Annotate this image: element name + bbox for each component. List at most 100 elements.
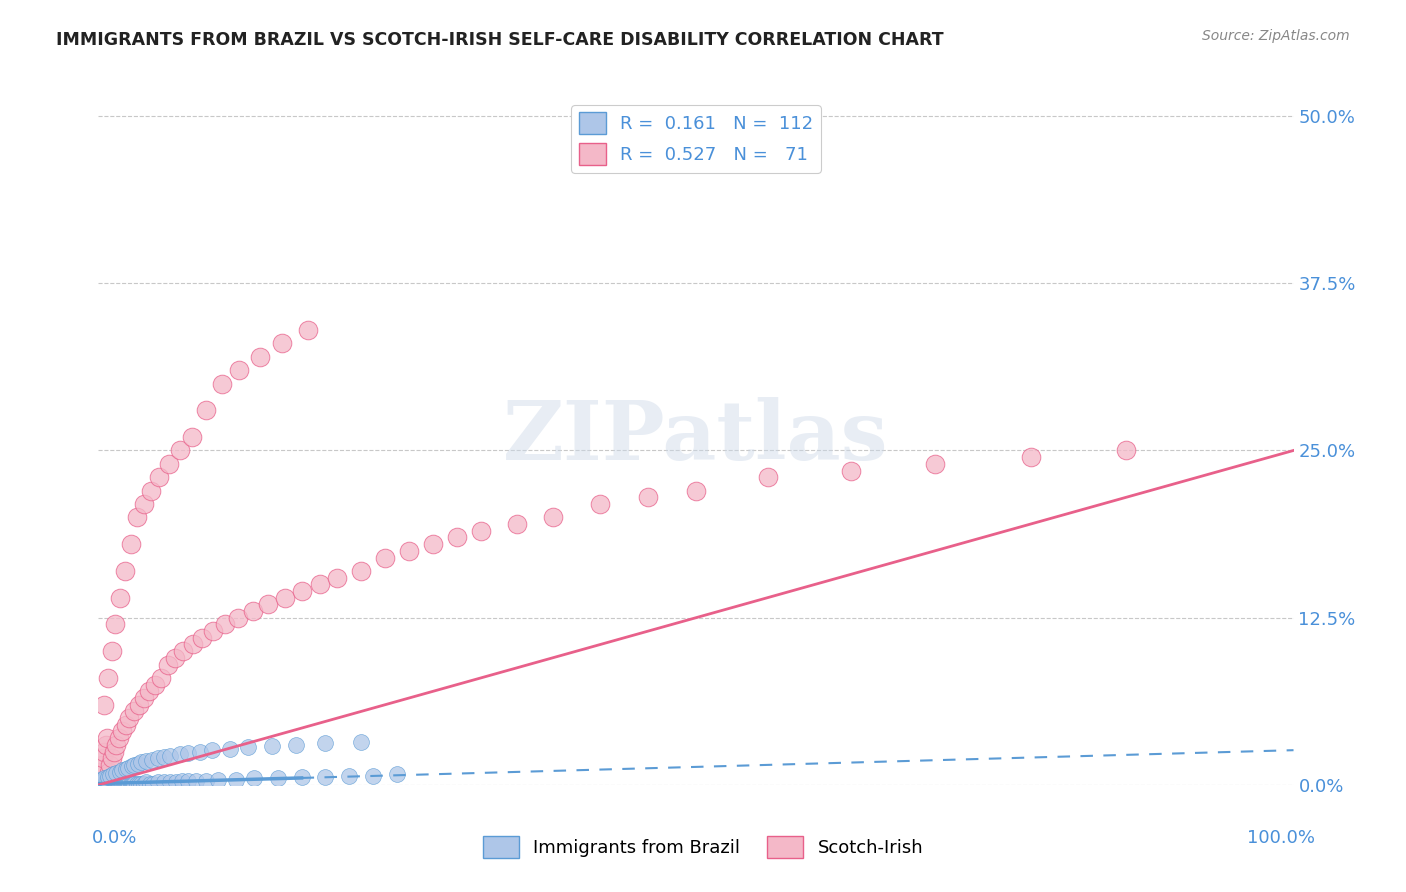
Point [284, 738, 307, 752]
Point [115, 717, 138, 731]
Point [110, 776, 132, 791]
Point [291, 584, 314, 599]
Point [131, 776, 153, 791]
Point [127, 756, 149, 771]
Point [90, 774, 112, 789]
Point [124, 776, 146, 791]
Point [637, 490, 659, 504]
Legend: R =  0.161   N =  112, R =  0.527   N =   71: R = 0.161 N = 112, R = 0.527 N = 71 [571, 105, 821, 173]
Text: 0.0%: 0.0% [91, 829, 136, 847]
Point [93, 775, 115, 789]
Point [121, 759, 143, 773]
Point [756, 470, 779, 484]
Point [117, 760, 139, 774]
Point [132, 690, 155, 705]
Point [148, 775, 170, 789]
Point [91, 772, 114, 787]
Point [111, 775, 134, 789]
Point [326, 571, 349, 585]
Point [398, 544, 420, 558]
Point [124, 758, 146, 772]
Point [107, 775, 129, 789]
Point [96, 774, 118, 789]
Point [93, 698, 115, 712]
Point [446, 530, 468, 544]
Point [90, 772, 112, 787]
Point [156, 657, 179, 672]
Point [142, 776, 165, 791]
Point [124, 705, 146, 719]
Point [91, 776, 114, 791]
Point [98, 775, 122, 789]
Point [89, 774, 111, 789]
Point [108, 764, 131, 779]
Point [111, 764, 134, 778]
Point [841, 464, 863, 478]
Point [104, 776, 127, 791]
Point [121, 776, 143, 791]
Point [91, 774, 114, 789]
Point [107, 731, 129, 746]
Point [153, 775, 176, 789]
Point [103, 744, 125, 758]
Point [308, 577, 330, 591]
Point [172, 644, 194, 658]
Point [291, 770, 314, 784]
Point [90, 764, 112, 779]
Point [1019, 450, 1042, 464]
Point [89, 775, 111, 789]
Point [1115, 443, 1137, 458]
Point [315, 770, 337, 784]
Point [97, 770, 120, 784]
Point [118, 776, 141, 791]
Point [89, 772, 111, 787]
Point [363, 769, 385, 783]
Point [924, 457, 946, 471]
Point [90, 776, 112, 791]
Point [470, 524, 492, 538]
Point [120, 537, 142, 551]
Text: Source: ZipAtlas.com: Source: ZipAtlas.com [1202, 29, 1350, 43]
Point [267, 771, 290, 786]
Point [101, 775, 124, 789]
Point [105, 775, 128, 789]
Point [165, 775, 187, 789]
Point [94, 774, 117, 789]
Point [120, 776, 142, 791]
Point [101, 776, 124, 791]
Point [350, 735, 373, 749]
Point [207, 772, 229, 787]
Point [148, 751, 170, 765]
Point [195, 403, 218, 417]
Point [97, 771, 120, 786]
Point [143, 678, 166, 692]
Point [90, 775, 112, 789]
Point [114, 564, 136, 578]
Text: ZIPatlas: ZIPatlas [503, 397, 889, 477]
Point [100, 644, 122, 658]
Point [97, 774, 120, 789]
Point [219, 742, 242, 756]
Point [115, 776, 138, 791]
Point [97, 775, 120, 789]
Point [91, 758, 114, 772]
Point [93, 774, 115, 789]
Point [315, 737, 337, 751]
Point [98, 775, 121, 789]
Point [228, 363, 250, 377]
Point [188, 744, 211, 758]
Point [107, 776, 129, 791]
Point [135, 775, 157, 789]
Point [96, 775, 118, 789]
Point [100, 775, 122, 789]
Point [135, 754, 157, 768]
Point [139, 776, 162, 791]
Point [103, 776, 125, 791]
Point [374, 550, 396, 565]
Point [128, 698, 150, 712]
Point [169, 747, 191, 762]
Point [541, 510, 564, 524]
Point [139, 483, 162, 498]
Point [97, 776, 120, 791]
Point [93, 771, 115, 786]
